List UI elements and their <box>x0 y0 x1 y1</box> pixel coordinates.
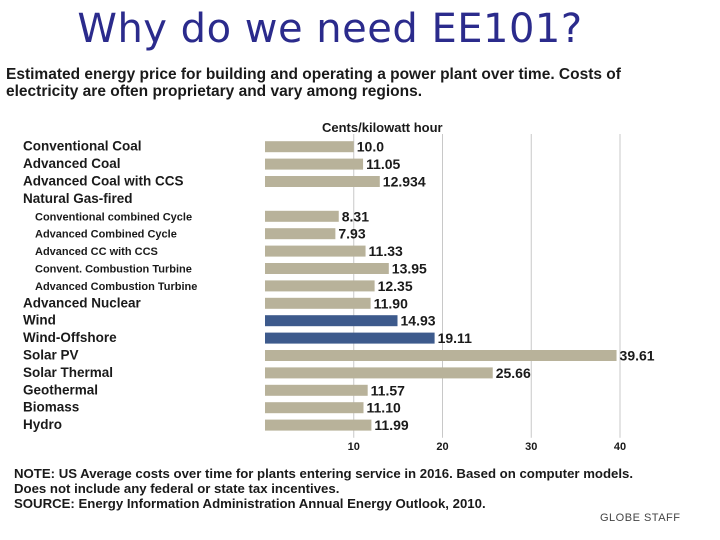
bar <box>265 141 354 153</box>
category-label: Solar Thermal <box>23 365 113 380</box>
bar <box>265 297 371 309</box>
bar-value-label: 13.95 <box>392 261 427 277</box>
bar-value-label: 19.11 <box>438 330 472 346</box>
bar-value-label: 11.05 <box>366 156 400 172</box>
bar <box>265 419 372 431</box>
bar <box>265 176 380 187</box>
bar <box>265 367 493 379</box>
category-label: Advanced CC with CCS <box>35 246 158 258</box>
bar <box>265 158 364 170</box>
bar <box>265 210 339 222</box>
category-label: Wind <box>23 313 56 328</box>
bar <box>265 263 389 274</box>
bar <box>265 280 375 292</box>
bar-value-label: 11.57 <box>371 382 405 398</box>
bar-value-label: 39.61 <box>620 348 655 364</box>
bar-value-label: 11.90 <box>374 295 408 311</box>
x-tick-label: 20 <box>436 441 448 453</box>
source-text: SOURCE: Energy Information Administratio… <box>14 496 486 511</box>
bar <box>265 350 617 361</box>
bar <box>265 384 368 396</box>
bar <box>265 332 435 344</box>
note-text: NOTE: US Average costs over time for pla… <box>14 466 634 496</box>
category-label: Hydro <box>23 417 62 432</box>
category-label: Advanced Coal <box>23 156 121 171</box>
unit-label: Cents/kilowatt hour <box>322 120 443 135</box>
x-tick-label: 10 <box>348 441 360 453</box>
bar-value-label: 12.934 <box>383 174 426 190</box>
category-label: Solar PV <box>23 348 79 363</box>
bar <box>265 402 364 414</box>
bar-value-label: 8.31 <box>342 208 369 224</box>
bar-value-label: 7.93 <box>338 226 365 242</box>
category-label: Conventional combined Cycle <box>35 211 192 223</box>
category-label: Convent. Combustion Turbine <box>35 264 192 276</box>
bar-value-label: 14.93 <box>401 313 436 329</box>
chart-title: Estimated energy price for building and … <box>6 66 621 100</box>
bar-chart: 10 20 30 40 Conventional Coal 10.0 Advanced Co… <box>23 134 655 453</box>
slide-title: Why do we need EE101? <box>77 6 583 52</box>
category-label: Conventional Coal <box>23 139 142 154</box>
chart-footnote: NOTE: US Average costs over time for pla… <box>14 466 654 511</box>
x-tick-label: 40 <box>614 441 626 453</box>
category-label: Advanced Combined Cycle <box>35 229 177 241</box>
category-label: Natural Gas-fired <box>23 191 133 206</box>
x-tick-label: 30 <box>525 441 537 453</box>
bar-value-label: 11.99 <box>374 417 408 433</box>
bar-value-label: 10.0 <box>357 139 384 155</box>
category-label: Advanced Combustion Turbine <box>35 281 197 293</box>
bar-value-label: 11.33 <box>369 243 403 259</box>
bar <box>265 228 336 240</box>
category-label: Wind-Offshore <box>23 330 117 345</box>
category-label: Biomass <box>23 400 79 415</box>
bar-value-label: 12.35 <box>378 278 413 294</box>
category-label: Geothermal <box>23 382 98 397</box>
bar-value-label: 11.10 <box>367 400 401 416</box>
bar-value-label: 25.66 <box>496 365 531 381</box>
bar <box>265 245 366 257</box>
credit-label: GLOBE STAFF <box>600 512 681 524</box>
category-label: Advanced Nuclear <box>23 295 142 310</box>
bar <box>265 315 398 327</box>
category-label: Advanced Coal with CCS <box>23 174 184 189</box>
